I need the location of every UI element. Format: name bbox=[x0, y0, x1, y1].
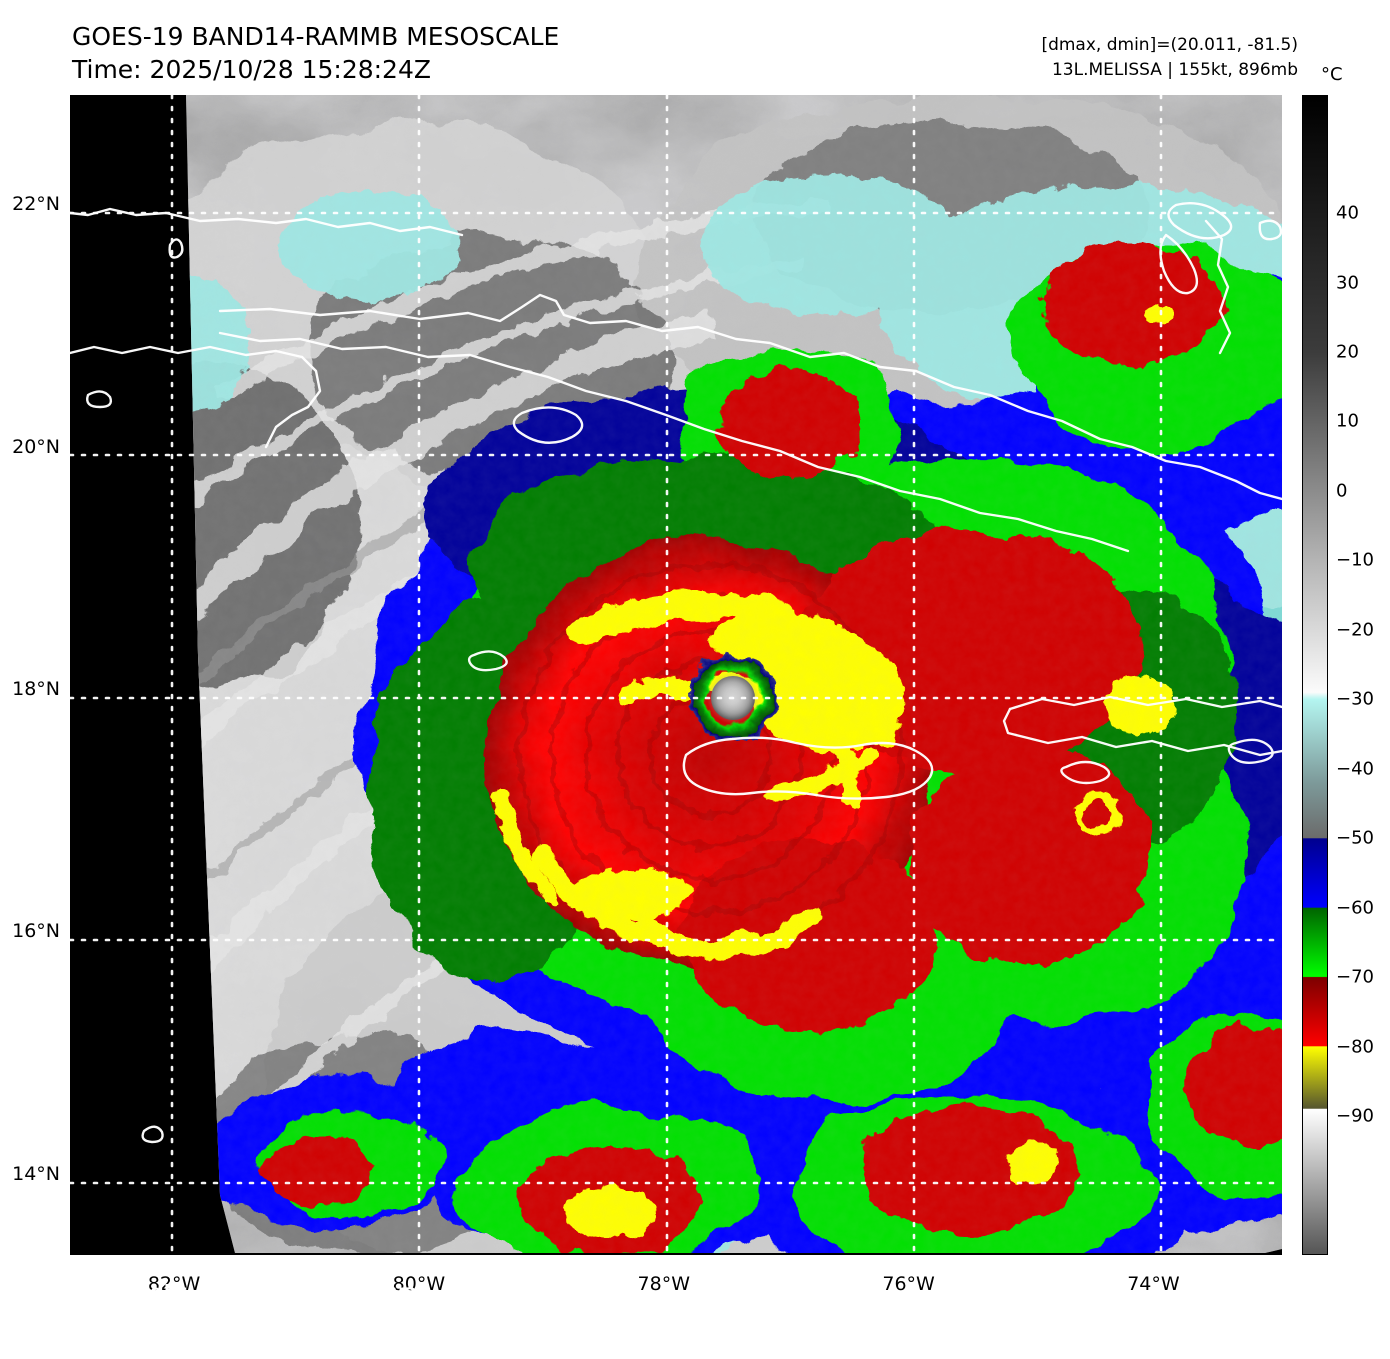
colorbar-tick-10: 10 bbox=[1336, 410, 1359, 432]
lat-tick-16: 16°N bbox=[12, 920, 60, 943]
lat-tick-18: 18°N bbox=[12, 677, 60, 700]
lat-tick-20: 20°N bbox=[12, 435, 60, 458]
lon-tick-80: 80°W bbox=[392, 1273, 446, 1295]
colorbar-tick--90: −90 bbox=[1336, 1105, 1374, 1127]
satellite-image-plot[interactable] bbox=[70, 95, 1282, 1255]
colorbar-tick--20: −20 bbox=[1336, 619, 1374, 641]
dmax-dmin-readout: [dmax, dmin]=(20.011, -81.5) bbox=[1041, 35, 1298, 55]
lat-tick-22: 22°N bbox=[12, 193, 60, 216]
lon-tick-78: 78°W bbox=[637, 1273, 690, 1295]
colorbar-tick--30: −30 bbox=[1336, 688, 1374, 710]
lon-tick-76: 76°W bbox=[882, 1273, 935, 1295]
colorbar-tick--70: −70 bbox=[1336, 966, 1374, 988]
graticule bbox=[70, 95, 1282, 1255]
colorbar-unit-label: °C bbox=[1321, 64, 1343, 85]
timestamp: Time: 2025/10/28 15:28:24Z bbox=[72, 55, 431, 84]
copyright-label: Copyright © 2020-2025 Dapiya bbox=[80, 1281, 418, 1303]
coastlines bbox=[70, 202, 1282, 1144]
colorbar-tick-0: 0 bbox=[1336, 480, 1348, 502]
lat-tick-14: 14°N bbox=[12, 1162, 60, 1185]
storm-readout: 13L.MELISSA | 155kt, 896mb bbox=[1051, 59, 1298, 80]
colorbar-tick-20: 20 bbox=[1336, 341, 1359, 363]
colorbar-tick-labels: 40 30 20 10 0 −10 −20 −30 −40 −50 −60 −70 −80 −90 bbox=[1330, 95, 1390, 1255]
product-title: GOES-19 BAND14-RAMMB MESOSCALE bbox=[72, 22, 560, 51]
colorbar-tick--50: −50 bbox=[1336, 827, 1374, 849]
colorbar-tick--80: −80 bbox=[1336, 1036, 1374, 1058]
colorbar-tick--40: −40 bbox=[1336, 758, 1374, 780]
colorbar-tick--60: −60 bbox=[1336, 897, 1374, 919]
colorbar-tick-40: 40 bbox=[1336, 202, 1359, 224]
colorbar-tick-30: 30 bbox=[1336, 272, 1359, 294]
page-title: GOES-19 BAND14-RAMMB MESOSCALE Time: 202… bbox=[72, 20, 559, 86]
lon-tick-82: 82°W bbox=[147, 1273, 201, 1295]
lon-tick-74: 74°W bbox=[1127, 1273, 1180, 1295]
colorbar[interactable] bbox=[1302, 95, 1328, 1255]
colorbar-tick--10: −10 bbox=[1336, 549, 1374, 571]
metadata-block: [dmax, dmin]=(20.011, -81.5) 13L.MELISSA… bbox=[1041, 33, 1298, 82]
